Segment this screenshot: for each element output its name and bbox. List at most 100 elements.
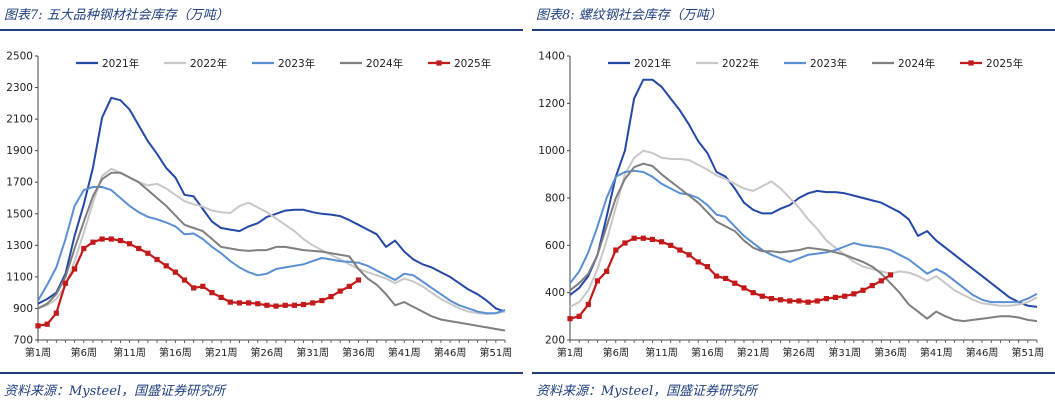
data-point-2025 <box>181 277 188 283</box>
x-tick-label: 第16周 <box>159 346 192 359</box>
chart-panel-right: 图表8: 螺纹钢社会库存（万吨） 200 400 600 800 1000 1200 140… <box>532 0 1055 405</box>
data-point-2025 <box>658 239 665 245</box>
data-point-2025 <box>328 294 334 300</box>
source-note: 资料来源：Mysteel，国盛证券研究所 <box>4 384 226 399</box>
x-tick-label: 第1周 <box>557 346 583 359</box>
data-point-2025 <box>887 272 894 278</box>
legend-label-2021: 2021年 <box>102 57 139 70</box>
data-point-2025 <box>126 241 133 247</box>
data-point-2025 <box>732 280 738 286</box>
data-point-2025 <box>81 245 87 252</box>
data-point-2025 <box>136 245 142 252</box>
data-point-2025 <box>35 323 41 329</box>
data-point-2025 <box>869 282 875 289</box>
data-point-2025 <box>842 293 848 299</box>
x-tick-label: 第41周 <box>920 346 953 359</box>
data-point-2025 <box>759 293 765 299</box>
x-tick-label: 第26周 <box>251 346 284 359</box>
x-tick-label: 第6周 <box>71 346 97 359</box>
legend-label-2022: 2022年 <box>190 57 227 70</box>
legend-label-2024: 2024年 <box>366 57 403 70</box>
x-tick-label: 第11周 <box>113 346 146 359</box>
data-point-2025 <box>154 256 160 263</box>
x-tick-label: 第6周 <box>603 346 629 359</box>
data-point-2025 <box>200 283 206 289</box>
data-point-2025 <box>723 275 729 282</box>
y-tick-label: 1700 <box>6 177 33 189</box>
series-line-2024 <box>569 162 1038 323</box>
legend-marker-2025 <box>436 60 442 66</box>
legend-label-2025: 2025年 <box>454 57 491 70</box>
data-point-2025 <box>649 236 656 243</box>
legend-label-2021: 2021年 <box>634 57 671 70</box>
source-rule <box>532 372 1055 374</box>
y-tick-label: 400 <box>545 287 565 299</box>
data-point-2025 <box>585 301 591 308</box>
data-point-2025 <box>567 316 573 322</box>
data-point-2025 <box>337 288 343 294</box>
y-tick-label: 2500 <box>6 51 33 63</box>
data-point-2025 <box>796 298 802 304</box>
data-point-2025 <box>255 301 261 307</box>
y-tick-label: 1100 <box>6 271 33 283</box>
y-tick-label: 1400 <box>538 51 565 63</box>
data-point-2025 <box>291 302 297 308</box>
x-tick-label: 第41周 <box>388 346 421 359</box>
data-point-2025 <box>823 295 829 302</box>
y-tick-label: 2300 <box>6 82 33 94</box>
data-point-2025 <box>686 252 692 258</box>
data-point-2025 <box>145 250 151 256</box>
data-point-2025 <box>778 297 784 303</box>
x-tick-label: 第51周 <box>479 346 512 359</box>
y-tick-label: 1000 <box>538 145 565 157</box>
x-tick-label: 第51周 <box>1011 346 1044 359</box>
chart-title: 图表7: 五大品种钢材社会库存（万吨） <box>4 8 229 23</box>
data-point-2025 <box>310 300 316 306</box>
data-point-2025 <box>53 310 59 316</box>
title-rule <box>0 29 523 31</box>
y-tick-label: 600 <box>545 240 565 252</box>
legend-marker-2025 <box>968 60 974 66</box>
data-point-2025 <box>668 242 674 248</box>
data-point-2025 <box>209 290 215 296</box>
data-point-2025 <box>264 302 270 308</box>
x-tick-label: 第11周 <box>645 346 678 359</box>
source-note: 资料来源：Mysteel，国盛证券研究所 <box>536 384 758 399</box>
data-point-2025 <box>805 299 811 305</box>
data-point-2025 <box>99 236 105 242</box>
x-tick-label: 第36周 <box>342 346 375 359</box>
data-point-2025 <box>750 290 756 296</box>
data-point-2025 <box>172 269 178 275</box>
legend-label-2023: 2023年 <box>810 57 847 70</box>
series-line-2021 <box>569 78 1038 308</box>
series-line-2023 <box>37 186 506 315</box>
x-tick-label: 第31周 <box>296 346 329 359</box>
data-point-2025 <box>851 291 857 297</box>
data-point-2025 <box>236 300 243 306</box>
y-tick-label: 1500 <box>6 208 33 220</box>
steel-inventory-chart: 700 900 1100 1300 1500 1700 1900 2100 2300 2500 第1… <box>6 51 512 360</box>
series-line-2022 <box>569 149 1038 308</box>
x-tick-label: 第21周 <box>737 346 770 359</box>
series-line-2022 <box>37 167 506 315</box>
y-tick-label: 2100 <box>6 114 33 126</box>
legend-label-2024: 2024年 <box>898 57 935 70</box>
legend-label-2022: 2022年 <box>722 57 759 70</box>
y-tick-label: 700 <box>13 335 33 347</box>
data-point-2025 <box>246 300 252 306</box>
data-point-2025 <box>640 235 646 241</box>
x-tick-label: 第16周 <box>691 346 724 359</box>
data-point-2025 <box>622 240 628 246</box>
data-point-2025 <box>44 321 50 327</box>
data-point-2025 <box>594 278 601 284</box>
data-point-2025 <box>832 294 839 300</box>
data-point-2025 <box>613 247 619 253</box>
legend-label-2025: 2025年 <box>986 57 1023 70</box>
x-tick-label: 第36周 <box>874 346 907 359</box>
x-tick-label: 第1周 <box>25 346 51 359</box>
y-tick-label: 1300 <box>6 240 33 252</box>
data-point-2025 <box>677 247 683 253</box>
data-point-2025 <box>319 297 325 304</box>
title-rule <box>532 29 1055 31</box>
y-tick-label: 1900 <box>6 145 33 157</box>
